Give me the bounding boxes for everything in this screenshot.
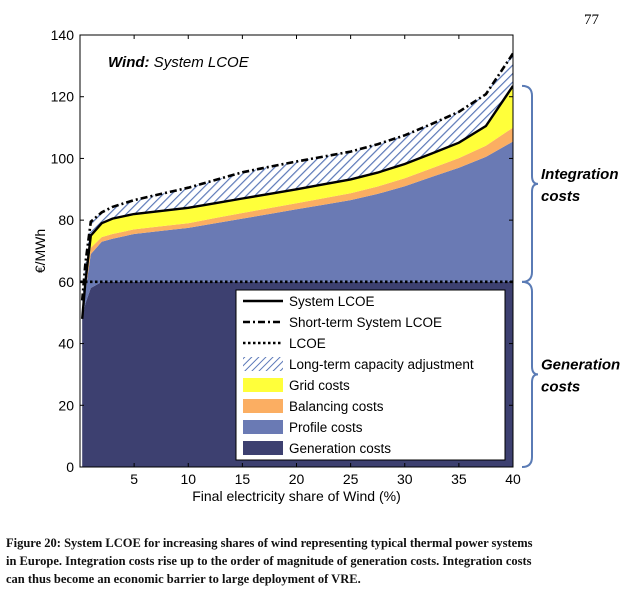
line-system-lcoe [81,85,513,320]
y-tick-label: 120 [51,89,75,105]
y-tick-label: 40 [58,336,74,352]
chart-title: Wind: System LCOE [108,54,250,71]
x-axis-label: Final electricity share of Wind (%) [192,488,401,504]
area-grid [82,85,513,319]
page-number: 77 [584,12,599,28]
legend-label-grid-costs: Grid costs [289,378,350,393]
x-tick-label: 5 [130,471,138,487]
chart-title-rest: System LCOE [150,54,250,71]
bracket-label-integration: Integration [541,166,619,183]
y-tick-label: 20 [58,397,74,413]
x-tick-label: 20 [289,471,305,487]
caption-line-1: Figure 20: System LCOE for increasing sh… [6,536,533,550]
x-tick-label: 40 [505,471,521,487]
legend-label-generation-costs: Generation costs [289,441,391,456]
area-capacity [82,53,513,319]
legend-swatch-generation-costs [243,441,283,455]
y-tick-label: 0 [66,459,74,475]
line-short-term-system-lcoe [80,52,513,301]
cost-brackets: Integration costs Generation costs [521,84,620,468]
legend-label-profile-costs: Profile costs [289,420,363,435]
legend-swatch-balancing-costs [243,399,283,413]
x-tick-label: 35 [451,471,467,487]
x-tick-label: 25 [343,471,359,487]
x-tick-label: 10 [180,471,196,487]
chart-title-bold: Wind: [108,54,150,71]
area-profile [82,141,513,319]
legend-swatch-grid-costs [243,378,283,392]
wind-system-lcoe-chart: 0 20 40 60 80 100 120 140 5 10 15 20 25 30 35 40 Final e… [32,27,620,504]
figure-caption: Figure 20: System LCOE for increasing sh… [6,534,632,588]
y-axis-label: €/MWh [32,229,48,273]
legend-label-short-term-system-lcoe: Short-term System LCOE [289,315,442,330]
legend: System LCOE Short-term System LCOE LCOE Lon… [235,289,506,461]
legend-label-lcoe: LCOE [289,336,326,351]
axes: 0 20 40 60 80 100 120 140 5 10 15 20 25 30 35 40 Final e… [32,27,521,504]
caption-line-3: can thus become an economic barrier to l… [6,572,361,586]
y-tick-label: 80 [58,212,74,228]
caption-line-2: in Europe. Integration costs rise up to … [6,554,532,568]
bracket-label-generation: costs [541,378,580,395]
y-tick-label: 140 [51,27,75,43]
bracket-label-integration: costs [541,188,580,205]
bracket-label-generation: Generation [541,356,620,373]
x-tick-label: 15 [235,471,251,487]
legend-label-balancing-costs: Balancing costs [289,399,384,414]
x-tick-label: 30 [397,471,413,487]
legend-swatch-long-term-capacity-adjustment [243,357,283,371]
bracket-integration [521,84,539,283]
cost-lines [80,52,513,320]
bracket-generation [521,280,539,468]
legend-label-system-lcoe: System LCOE [289,294,375,309]
y-tick-label: 100 [51,150,75,166]
legend-label-long-term-capacity-adjustment: Long-term capacity adjustment [289,357,474,372]
legend-swatch-profile-costs [243,420,283,434]
y-tick-label: 60 [58,274,74,290]
